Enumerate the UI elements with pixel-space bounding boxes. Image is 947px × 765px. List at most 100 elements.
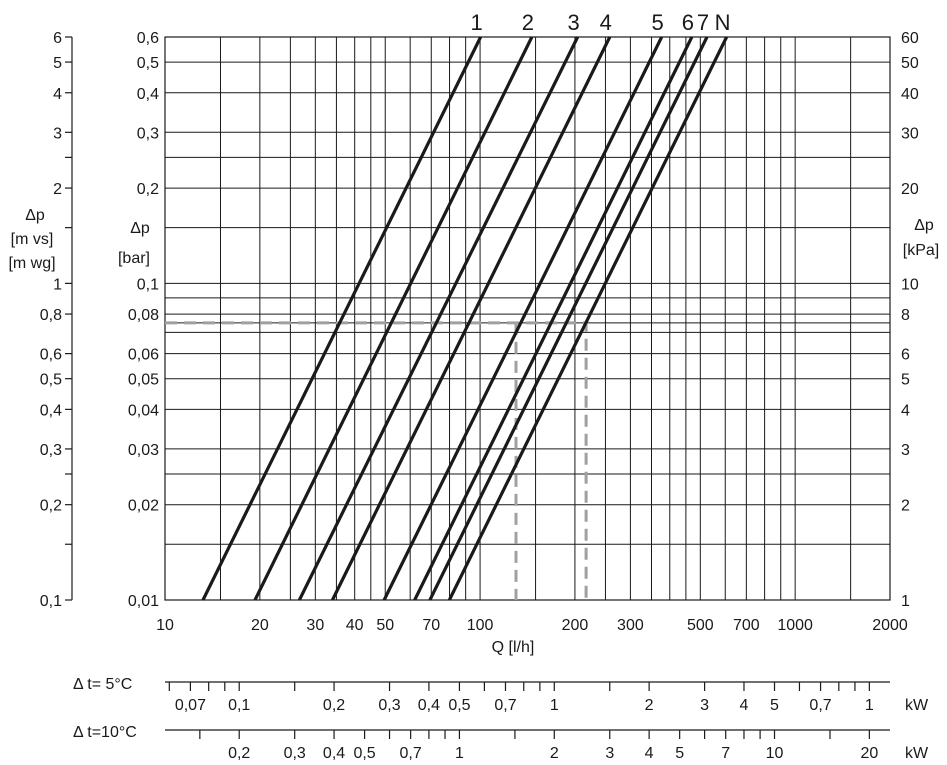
x-tick-label: 70	[422, 617, 440, 634]
y-bar-tick-label: 0,08	[128, 307, 159, 324]
grid	[164, 36, 891, 601]
y-kpa-unit: [kPa]	[903, 242, 939, 259]
y-kpa-tick-label: 50	[901, 55, 919, 72]
curve-4	[331, 36, 612, 601]
x-tick-label: 30	[306, 617, 324, 634]
x-tick-label: 700	[733, 617, 760, 634]
curve-7	[428, 36, 709, 601]
curve-label-7: 7	[697, 10, 709, 35]
power-scale-tick-label: 0,5	[448, 697, 470, 714]
y-kpa-tick-label: 40	[901, 86, 919, 103]
y-mwg-tick-label: 0,1	[40, 593, 62, 610]
power-scale-tick-label: 0,2	[228, 745, 250, 762]
x-tick-label: 200	[562, 617, 589, 634]
y-mwg-tick-label: 5	[53, 55, 62, 72]
y-mwg-tick-label: 0,3	[40, 442, 62, 459]
y-mwg-tick-label: 0,6	[40, 347, 62, 364]
y-mwg-unit-1: [m vs]	[11, 231, 54, 248]
power-scale-tick-label: 0,7	[400, 745, 422, 762]
y-kpa-symbol: Δp	[914, 217, 934, 234]
x-tick-label: 20	[251, 617, 269, 634]
y-kpa-tick-label: 20	[901, 181, 919, 198]
y-kpa-tick-label: 60	[901, 30, 919, 47]
power-scale-unit: kW	[905, 697, 929, 714]
power-scale-tick-label: 10	[766, 745, 784, 762]
x-tick-label: 40	[346, 617, 364, 634]
y-bar-tick-label: 0,01	[128, 593, 159, 610]
curve-5	[382, 36, 664, 601]
y-bar-symbol: Δp	[130, 220, 150, 237]
power-scale-tick-label: 1	[550, 697, 559, 714]
curve-label-1: 1	[470, 10, 482, 35]
power-scale-tick-label: 1	[455, 745, 464, 762]
plot-frame	[164, 36, 891, 601]
y-mwg-tick-label: 3	[53, 125, 62, 142]
y-mwg-tick-label: 6	[53, 30, 62, 47]
x-tick-label: 500	[687, 617, 714, 634]
x-tick-label: 1000	[777, 617, 813, 634]
y-kpa-tick-label: 1	[901, 593, 910, 610]
y-bar-tick-label: 0,05	[128, 372, 159, 389]
curve-label-5: 5	[652, 10, 664, 35]
y-bar-tick-label: 0,06	[128, 347, 159, 364]
y-bar-tick-label: 0,1	[137, 276, 159, 293]
power-scale-tick-label: 4	[740, 697, 749, 714]
curve-2	[253, 36, 534, 601]
y-mwg-tick-label: 1	[53, 276, 62, 293]
power-scale-tick-label: 3	[700, 697, 709, 714]
x-axis-label: Q [l/h]	[492, 639, 535, 656]
x-tick-label: 2000	[872, 617, 908, 634]
curve-label-n: N	[715, 10, 731, 35]
power-scale-tick-label: 0,1	[228, 697, 250, 714]
power-scale-tick-label: 0,3	[378, 697, 400, 714]
curve-label-4: 4	[600, 10, 612, 35]
y-mwg-tick-label: 0,8	[40, 307, 62, 324]
power-scale-tick-label: 4	[645, 745, 654, 762]
y-bar-tick-label: 0,6	[137, 30, 159, 47]
y-mwg-tick-label: 0,2	[40, 498, 62, 515]
axes: 10 20 30 40 50 70 100 200 300 500 700 1000 2000 0,01 0…	[40, 30, 919, 634]
power-scale-tick-label: 0,07	[175, 697, 206, 714]
y-mwg-tick-label: 0,4	[40, 402, 62, 419]
power-scale-tick-label: 0,5	[353, 745, 375, 762]
curve-label-3: 3	[568, 10, 580, 35]
y-bar-tick-label: 0,04	[128, 402, 159, 419]
power-scale-tick-label: 7	[721, 745, 730, 762]
x-tick-label: 300	[617, 617, 644, 634]
y-bar-tick-label: 0,02	[128, 498, 159, 515]
y-kpa-tick-label: 6	[901, 347, 910, 364]
example-dashed-lines	[165, 321, 588, 600]
y-kpa-tick-label: 10	[901, 276, 919, 293]
y-bar-tick-label: 0,2	[137, 181, 159, 198]
power-scale-tick-label: 2	[645, 697, 654, 714]
y-mwg-unit-2: [m wg]	[8, 255, 55, 272]
power-scale-tick-label: 5	[770, 697, 779, 714]
x-tick-label: 50	[376, 617, 394, 634]
y-kpa-tick-label: 30	[901, 125, 919, 142]
power-scale-tick-label: 20	[860, 745, 878, 762]
example-dashed-line	[165, 321, 588, 600]
power-scale-tick-label: 5	[675, 745, 684, 762]
power-scale-tick-label: 0,2	[323, 697, 345, 714]
y-kpa-tick-label: 5	[901, 372, 910, 389]
curve-3	[297, 36, 580, 601]
curve-label-6: 6	[682, 10, 694, 35]
plot-border	[164, 36, 891, 601]
curve-1	[201, 36, 483, 601]
power-scales: Δ t= 5°C 0,07 0,1 0,2 0,3 0,4 0,5 0,7 1 2 3 4 5 0,7 1 k…	[73, 676, 929, 762]
y-bar-unit: [bar]	[118, 250, 150, 267]
power-scale-tick-label: 0,7	[494, 697, 516, 714]
y-bar-tick-label: 0,03	[128, 442, 159, 459]
y-mwg-tick-label: 2	[53, 181, 62, 198]
x-tick-label: 100	[467, 617, 494, 634]
y-mwg-tick-label: 0,5	[40, 372, 62, 389]
y-mwg-symbol: Δp	[25, 207, 45, 224]
power-scale-unit: kW	[905, 745, 929, 762]
curve-label-2: 2	[522, 10, 534, 35]
power-scale-tick-label: 0,4	[323, 745, 345, 762]
power-scale-tick-label: 2	[550, 745, 559, 762]
curve-n	[447, 36, 729, 601]
y-kpa-tick-label: 4	[901, 402, 910, 419]
